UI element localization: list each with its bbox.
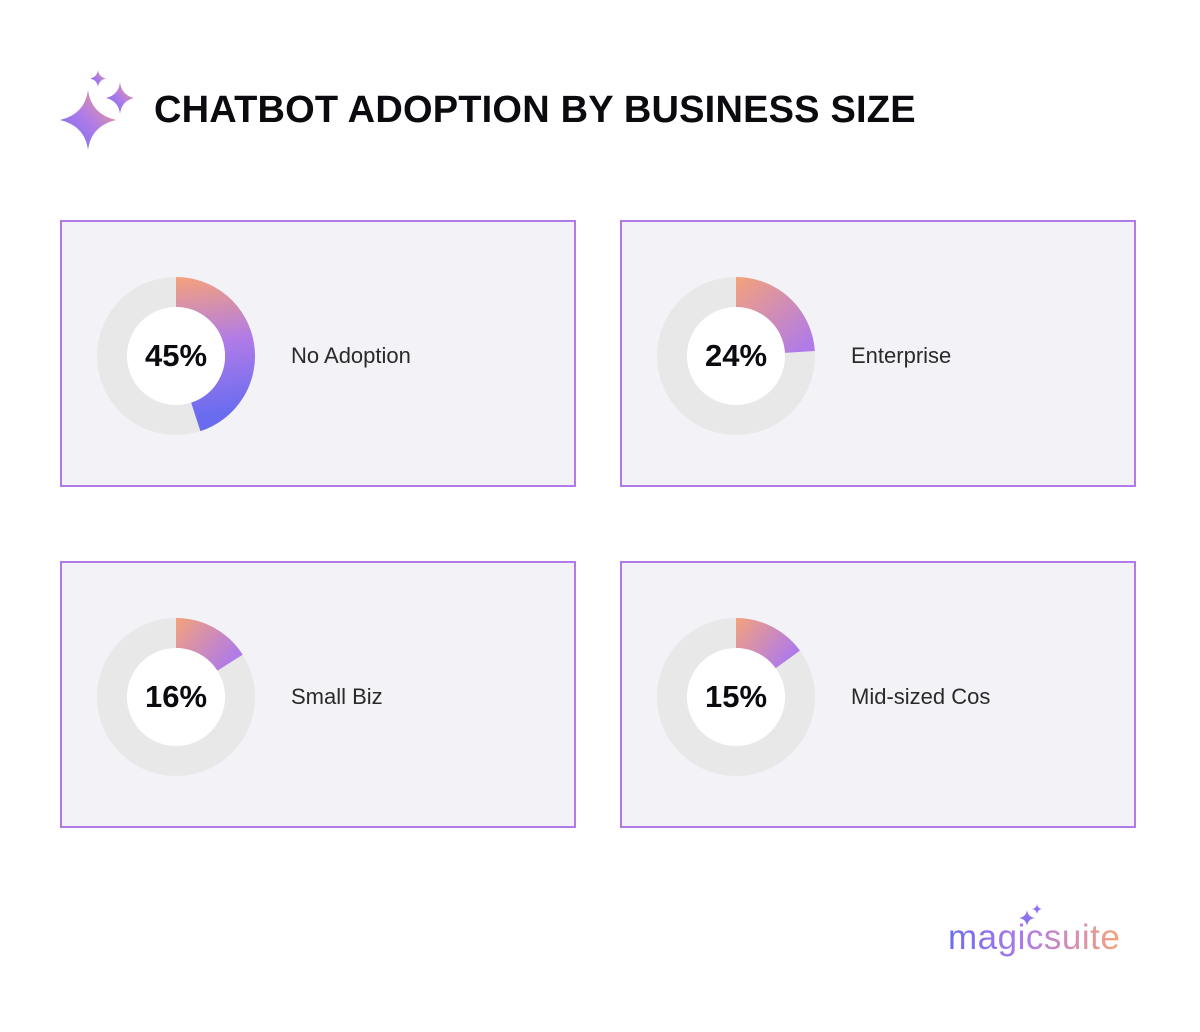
category-label: Mid-sized Cos <box>851 684 991 709</box>
donut-hole <box>687 307 785 405</box>
donut-segment <box>175 277 255 432</box>
sparkles-icon <box>60 70 134 150</box>
donut-chart <box>97 277 255 435</box>
donut-chart <box>657 277 815 435</box>
percent-value: 45% <box>144 338 208 373</box>
brand-logo: magicsuite <box>948 902 1148 962</box>
donut-chart <box>657 618 815 776</box>
donut-segment <box>735 277 815 354</box>
stat-card: 16% Small Biz <box>60 561 576 828</box>
page-title: CHATBOT ADOPTION BY BUSINESS SIZE <box>154 89 916 131</box>
brand-name: magicsuite <box>948 918 1121 957</box>
donut-hole <box>687 648 785 746</box>
percent-value: 24% <box>704 338 768 373</box>
donut-chart <box>97 618 255 776</box>
sparkles-icon <box>1019 904 1042 926</box>
donut-segment <box>175 618 243 672</box>
stat-card: 45% No Adoption <box>60 220 576 487</box>
donut-hole <box>127 307 225 405</box>
stat-card: 15% Mid-sized Cos <box>620 561 1136 828</box>
donut-segment <box>735 618 800 669</box>
percent-value: 15% <box>704 679 768 714</box>
donut-hole <box>127 648 225 746</box>
category-label: Enterprise <box>851 343 952 368</box>
percent-value: 16% <box>144 679 208 714</box>
stat-card: 24% Enterprise <box>620 220 1136 487</box>
category-label: Small Biz <box>291 684 383 709</box>
category-label: No Adoption <box>291 343 411 368</box>
